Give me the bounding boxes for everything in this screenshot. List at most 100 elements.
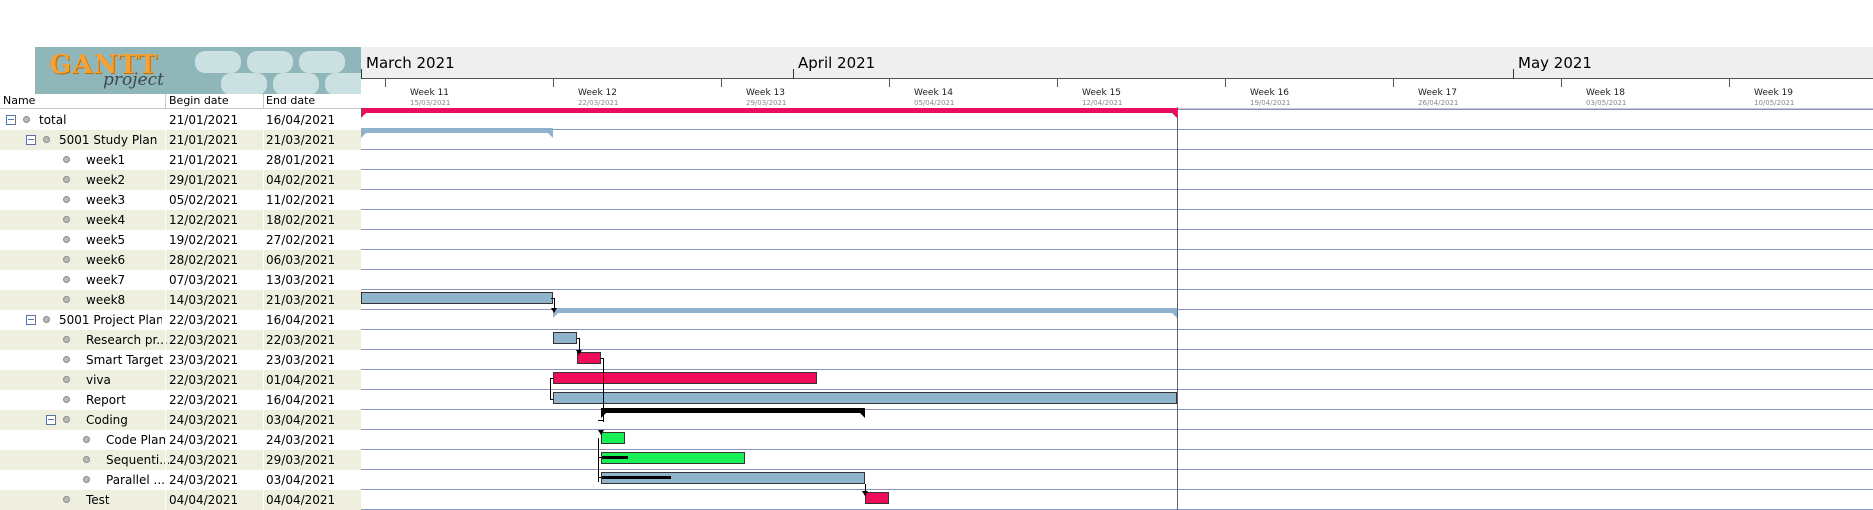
task-begin-date[interactable]: 23/03/2021 [169, 353, 239, 367]
task-end-date[interactable]: 01/04/2021 [266, 373, 336, 387]
summary-bar[interactable] [553, 308, 1177, 318]
task-end-date[interactable]: 27/02/2021 [266, 233, 336, 247]
task-begin-date[interactable]: 21/01/2021 [169, 153, 239, 167]
column-header-end-date[interactable]: End date [263, 94, 362, 109]
task-row[interactable]: Smart Target 23/03/2021 23/03/2021 [0, 350, 361, 370]
task-begin-date[interactable]: 12/02/2021 [169, 213, 239, 227]
task-begin-date[interactable]: 28/02/2021 [169, 253, 239, 267]
summary-bar[interactable] [601, 408, 865, 418]
task-name[interactable]: Research pr... [86, 333, 168, 347]
task-end-date[interactable]: 03/04/2021 [266, 413, 336, 427]
task-name[interactable]: week1 [86, 153, 126, 167]
task-end-date[interactable]: 16/04/2021 [266, 313, 336, 327]
task-name[interactable]: week3 [86, 193, 126, 207]
task-name[interactable]: week5 [86, 233, 126, 247]
task-row[interactable]: week7 07/03/2021 13/03/2021 [0, 270, 361, 290]
task-end-date[interactable]: 16/04/2021 [266, 113, 336, 127]
collapse-toggle-icon[interactable] [26, 135, 36, 145]
collapse-toggle-icon[interactable] [26, 315, 36, 325]
task-end-date[interactable]: 06/03/2021 [266, 253, 336, 267]
summary-bar[interactable] [361, 128, 553, 138]
task-name[interactable]: week2 [86, 173, 126, 187]
task-row[interactable]: week1 21/01/2021 28/01/2021 [0, 150, 361, 170]
task-name[interactable]: 5001 Study Plan [59, 133, 158, 147]
task-bar[interactable] [553, 332, 577, 344]
task-row[interactable]: Parallel ... 24/03/2021 03/04/2021 [0, 470, 361, 490]
task-name[interactable]: week8 [86, 293, 126, 307]
task-bar[interactable] [553, 372, 817, 384]
task-bar[interactable] [361, 292, 553, 304]
task-begin-date[interactable]: 22/03/2021 [169, 333, 239, 347]
task-row[interactable]: Coding 24/03/2021 03/04/2021 [0, 410, 361, 430]
task-end-date[interactable]: 18/02/2021 [266, 213, 336, 227]
task-end-date[interactable]: 11/02/2021 [266, 193, 336, 207]
task-bar[interactable] [577, 352, 601, 364]
task-begin-date[interactable]: 05/02/2021 [169, 193, 239, 207]
task-begin-date[interactable]: 24/03/2021 [169, 413, 239, 427]
task-name[interactable]: week7 [86, 273, 126, 287]
task-row[interactable]: week2 29/01/2021 04/02/2021 [0, 170, 361, 190]
task-end-date[interactable]: 04/02/2021 [266, 173, 336, 187]
task-row[interactable]: 5001 Project Plan 22/03/2021 16/04/2021 [0, 310, 361, 330]
column-header-name[interactable]: Name [0, 94, 165, 109]
task-row[interactable]: total 21/01/2021 16/04/2021 [0, 110, 361, 130]
task-bar[interactable] [601, 452, 745, 464]
collapse-toggle-icon[interactable] [6, 115, 16, 125]
task-end-date[interactable]: 21/03/2021 [266, 293, 336, 307]
task-begin-date[interactable]: 24/03/2021 [169, 433, 239, 447]
task-row[interactable]: 5001 Study Plan 21/01/2021 21/03/2021 [0, 130, 361, 150]
task-begin-date[interactable]: 21/01/2021 [169, 113, 239, 127]
task-begin-date[interactable]: 22/03/2021 [169, 373, 239, 387]
task-name[interactable]: week6 [86, 253, 126, 267]
gantt-chart[interactable]: March 2021 April 2021 May 2021 Week 11 15/0… [361, 47, 1873, 510]
task-begin-date[interactable]: 24/03/2021 [169, 473, 239, 487]
task-row[interactable]: Code Plan 24/03/2021 24/03/2021 [0, 430, 361, 450]
task-end-date[interactable]: 23/03/2021 [266, 353, 336, 367]
task-begin-date[interactable]: 24/03/2021 [169, 453, 239, 467]
task-row[interactable]: Test 04/04/2021 04/04/2021 [0, 490, 361, 510]
task-name[interactable]: Coding [86, 413, 128, 427]
collapse-toggle-icon[interactable] [46, 415, 56, 425]
task-name[interactable]: 5001 Project Plan [59, 313, 162, 327]
task-begin-date[interactable]: 22/03/2021 [169, 313, 239, 327]
task-begin-date[interactable]: 29/01/2021 [169, 173, 239, 187]
task-name[interactable]: Sequenti... [106, 453, 169, 467]
task-name[interactable]: total [39, 113, 67, 127]
task-name[interactable]: Code Plan [106, 433, 167, 447]
task-end-date[interactable]: 28/01/2021 [266, 153, 336, 167]
task-begin-date[interactable]: 07/03/2021 [169, 273, 239, 287]
task-name[interactable]: viva [86, 373, 111, 387]
task-row[interactable]: week4 12/02/2021 18/02/2021 [0, 210, 361, 230]
task-name[interactable]: Test [86, 493, 110, 507]
task-row[interactable]: week6 28/02/2021 06/03/2021 [0, 250, 361, 270]
task-end-date[interactable]: 16/04/2021 [266, 393, 336, 407]
task-begin-date[interactable]: 14/03/2021 [169, 293, 239, 307]
task-begin-date[interactable]: 04/04/2021 [169, 493, 239, 507]
task-name[interactable]: week4 [86, 213, 126, 227]
task-row[interactable]: week5 19/02/2021 27/02/2021 [0, 230, 361, 250]
task-begin-date[interactable]: 21/01/2021 [169, 133, 239, 147]
task-row[interactable]: viva 22/03/2021 01/04/2021 [0, 370, 361, 390]
task-row[interactable]: Report 22/03/2021 16/04/2021 [0, 390, 361, 410]
task-end-date[interactable]: 03/04/2021 [266, 473, 336, 487]
task-end-date[interactable]: 13/03/2021 [266, 273, 336, 287]
task-end-date[interactable]: 21/03/2021 [266, 133, 336, 147]
task-row[interactable]: Sequenti... 24/03/2021 29/03/2021 [0, 450, 361, 470]
task-end-date[interactable]: 04/04/2021 [266, 493, 336, 507]
task-row[interactable]: week3 05/02/2021 11/02/2021 [0, 190, 361, 210]
summary-bar[interactable] [361, 108, 1177, 118]
task-begin-date[interactable]: 22/03/2021 [169, 393, 239, 407]
task-name[interactable]: Parallel ... [106, 473, 165, 487]
task-end-date[interactable]: 24/03/2021 [266, 433, 336, 447]
task-bar[interactable] [553, 392, 1177, 404]
column-header-begin-date[interactable]: Begin date [165, 94, 263, 109]
task-name[interactable]: Smart Target [86, 353, 164, 367]
task-begin-date[interactable]: 19/02/2021 [169, 233, 239, 247]
task-row[interactable]: Research pr... 22/03/2021 22/03/2021 [0, 330, 361, 350]
task-name[interactable]: Report [86, 393, 126, 407]
task-end-date[interactable]: 22/03/2021 [266, 333, 336, 347]
task-row[interactable]: week8 14/03/2021 21/03/2021 [0, 290, 361, 310]
task-bar[interactable] [601, 472, 865, 484]
task-bar[interactable] [601, 432, 625, 444]
task-bar[interactable] [865, 492, 889, 504]
